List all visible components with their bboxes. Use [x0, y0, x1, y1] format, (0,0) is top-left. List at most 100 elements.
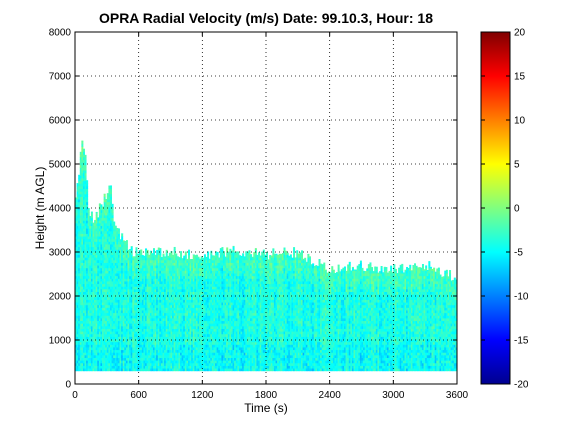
velocity-cell	[85, 157, 87, 160]
velocity-cell	[217, 252, 219, 255]
velocity-cell	[112, 215, 114, 218]
velocity-cell	[91, 212, 93, 215]
velocity-cell	[118, 236, 120, 239]
velocity-cell	[185, 252, 187, 253]
velocity-cell	[81, 144, 83, 147]
velocity-cell	[112, 204, 114, 207]
velocity-cell	[188, 252, 190, 255]
velocity-cell	[118, 234, 120, 237]
velocity-cell	[110, 186, 112, 189]
velocity-cell	[140, 249, 142, 252]
velocity-cell	[223, 252, 225, 255]
velocity-cell	[118, 231, 120, 234]
velocity-cell	[96, 212, 98, 215]
velocity-cell	[131, 247, 133, 250]
velocity-cell	[118, 228, 120, 231]
velocity-cell	[145, 248, 147, 249]
velocity-cell	[140, 252, 142, 255]
velocity-cell	[121, 236, 123, 239]
velocity-cell	[113, 222, 115, 224]
velocity-cell	[153, 252, 155, 255]
velocity-cell	[210, 252, 212, 255]
velocity-cell	[180, 255, 182, 258]
velocity-cell	[86, 197, 88, 200]
velocity-cell	[112, 204, 114, 205]
velocity-cell	[126, 241, 128, 244]
velocity-cell	[83, 149, 85, 150]
velocity-cell	[207, 252, 209, 255]
velocity-cell	[180, 251, 182, 252]
velocity-cell	[121, 233, 123, 234]
velocity-cell	[86, 186, 88, 189]
velocity-cell	[221, 247, 223, 250]
velocity-cell	[86, 189, 88, 192]
velocity-cell	[110, 191, 112, 194]
velocity-cell	[112, 212, 114, 215]
velocity-cell	[131, 246, 133, 247]
velocity-cell	[110, 197, 112, 200]
velocity-cell	[88, 210, 90, 213]
velocity-cell	[85, 168, 87, 171]
velocity-cell	[126, 240, 128, 242]
velocity-cell	[135, 247, 137, 250]
velocity-cell	[175, 254, 177, 256]
velocity-cell	[104, 194, 106, 195]
velocity-cell	[185, 255, 187, 258]
velocity-cell	[86, 204, 88, 207]
velocity-cell	[86, 183, 88, 186]
velocity-cell	[112, 218, 114, 221]
velocity-cell	[86, 191, 88, 194]
velocity-cell	[91, 218, 93, 221]
velocity-cell	[112, 207, 114, 210]
velocity-cell	[86, 180, 88, 181]
velocity-cell	[126, 244, 128, 247]
velocity-cell	[193, 254, 195, 255]
velocity-cell	[110, 185, 112, 186]
velocity-cell	[96, 212, 98, 213]
velocity-cell	[131, 252, 133, 255]
velocity-cell	[163, 254, 165, 255]
velocity-cell	[85, 162, 87, 165]
velocity-cell	[104, 194, 106, 197]
velocity-cell	[113, 223, 115, 226]
velocity-cell	[121, 234, 123, 237]
velocity-cell	[86, 202, 88, 205]
velocity-cell	[153, 249, 155, 252]
velocity-cell	[226, 247, 228, 249]
velocity-cell	[153, 248, 155, 250]
velocity-cell	[159, 248, 161, 250]
velocity-cell	[171, 252, 173, 255]
velocity-cell	[217, 255, 219, 258]
velocity-cell	[188, 250, 190, 253]
velocity-cell	[185, 252, 187, 255]
velocity-cell	[86, 181, 88, 184]
velocity-cell	[81, 141, 83, 144]
velocity-cell	[126, 247, 128, 250]
velocity-cell	[188, 255, 190, 258]
velocity-cell	[88, 208, 90, 210]
velocity-cell	[180, 252, 182, 255]
velocity-cell	[86, 199, 88, 202]
velocity-cell	[204, 254, 206, 255]
velocity-cell	[85, 165, 87, 168]
velocity-cell	[91, 212, 93, 213]
velocity-cell	[112, 210, 114, 213]
velocity-cell	[159, 252, 161, 255]
velocity-cell	[147, 252, 149, 255]
velocity-cell	[110, 189, 112, 192]
velocity-cell	[85, 155, 87, 158]
velocity-cell	[81, 141, 83, 142]
velocity-cell	[85, 173, 87, 176]
velocity-cell	[91, 215, 93, 218]
velocity-cell	[85, 175, 87, 178]
velocity-cell	[166, 252, 168, 255]
velocity-cell	[85, 160, 87, 163]
velocity-cell	[88, 212, 90, 215]
velocity-cell	[100, 204, 102, 205]
velocity-cell	[110, 199, 112, 202]
velocity-cell	[198, 257, 200, 258]
velocity-cell	[174, 247, 176, 250]
velocity-cell	[86, 194, 88, 197]
